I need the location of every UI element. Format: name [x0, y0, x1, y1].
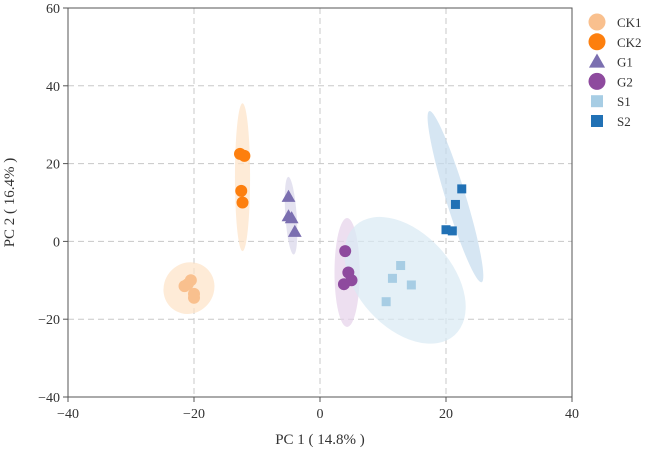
grid-lines — [68, 8, 572, 397]
legend-label-s1: S1 — [617, 94, 631, 109]
x-tick-label: 40 — [565, 407, 579, 422]
axis-ticks: −40 −20 0 20 40 −40 −20 0 20 40 60 — [38, 2, 579, 422]
point-g2 — [339, 245, 352, 258]
point-s2 — [447, 226, 457, 236]
point-s1 — [396, 261, 406, 271]
point-g1 — [287, 224, 302, 237]
legend-marker-s2 — [591, 115, 603, 127]
legend-marker-g1 — [588, 53, 606, 68]
confidence-ellipses — [163, 103, 484, 344]
ellipse-s2 — [427, 111, 484, 283]
y-axis-title: PC 2 ( 16.4% ) — [2, 158, 18, 248]
y-tick-label: 20 — [46, 158, 60, 173]
legend-label-ck2: CK2 — [617, 35, 642, 50]
point-g1 — [281, 189, 296, 202]
y-tick-label: 0 — [53, 235, 60, 250]
x-tick-label: −40 — [57, 407, 79, 422]
legend-label-g1: G1 — [617, 55, 633, 70]
x-tick-label: −20 — [183, 407, 205, 422]
point-s2 — [457, 184, 467, 194]
point-s1 — [387, 273, 397, 283]
point-s1 — [406, 280, 416, 290]
y-tick-label: −40 — [38, 391, 60, 406]
legend-label-ck1: CK1 — [617, 15, 642, 30]
data-points — [178, 147, 467, 307]
y-tick-label: 40 — [46, 80, 60, 95]
legend-label-g2: G2 — [617, 74, 633, 89]
point-ck1 — [188, 291, 200, 304]
x-tick-label: 0 — [317, 407, 324, 422]
point-s2 — [450, 199, 460, 209]
ellipse-s1 — [344, 216, 466, 344]
legend-marker-s1 — [591, 95, 603, 108]
ellipse-ck2 — [234, 103, 251, 252]
legend-label-s2: S2 — [617, 114, 631, 129]
point-s1 — [381, 297, 391, 307]
y-tick-label: 60 — [46, 2, 60, 17]
y-tick-label: −20 — [38, 313, 60, 328]
point-g1 — [284, 211, 299, 224]
legend-marker-g2 — [588, 72, 606, 90]
legend-marker-ck1 — [588, 13, 606, 31]
x-axis-title: PC 1 ( 14.8% ) — [275, 432, 365, 448]
point-g2 — [337, 278, 350, 291]
point-s2 — [441, 225, 451, 235]
point-ck2 — [238, 149, 251, 162]
point-ck1 — [181, 278, 194, 291]
legend-marker-ck2 — [588, 33, 606, 51]
point-ck2 — [235, 184, 248, 197]
point-ck2 — [236, 196, 249, 209]
x-tick-label: 20 — [439, 407, 453, 422]
legend: CK1 CK2 G1 G2 S1 S2 — [588, 13, 642, 129]
